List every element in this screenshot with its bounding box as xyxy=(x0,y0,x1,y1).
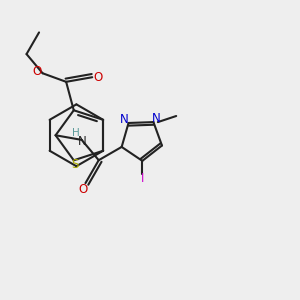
Text: N: N xyxy=(78,135,87,148)
Text: O: O xyxy=(94,71,103,84)
Text: I: I xyxy=(141,172,144,185)
Text: S: S xyxy=(71,158,79,171)
Text: N: N xyxy=(152,112,160,125)
Text: O: O xyxy=(78,182,87,196)
Text: N: N xyxy=(120,113,128,126)
Text: H: H xyxy=(72,128,80,137)
Text: O: O xyxy=(32,65,41,78)
